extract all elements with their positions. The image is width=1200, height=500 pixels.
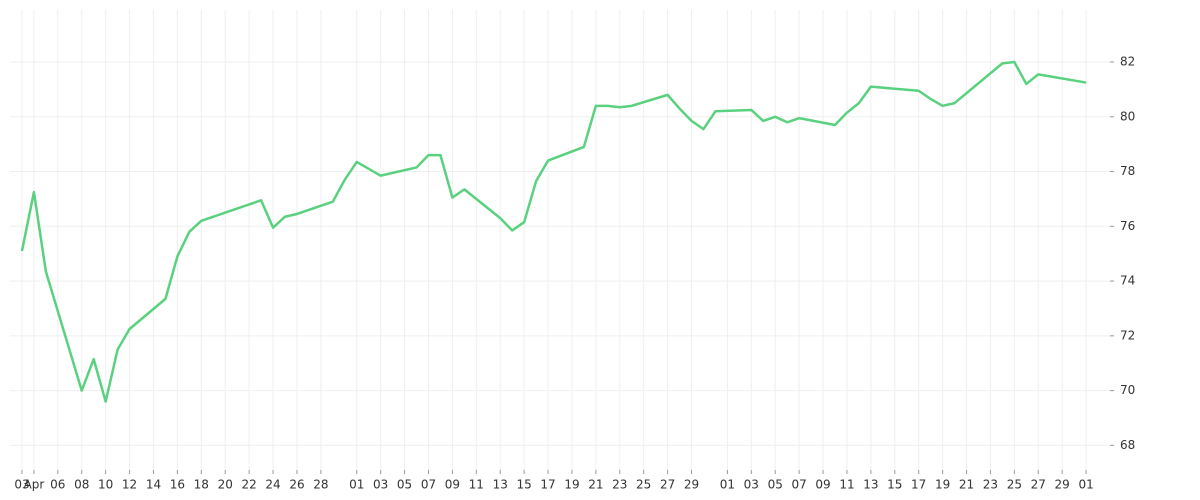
x-tick-label: Apr <box>24 478 45 492</box>
x-tick-label: 27 <box>660 478 675 492</box>
x-tick-label: 07 <box>791 478 806 492</box>
x-tick-label: 13 <box>863 478 878 492</box>
x-tick-label: 06 <box>50 478 65 492</box>
x-tick-label: 12 <box>122 478 137 492</box>
x-tick-label: 28 <box>313 478 328 492</box>
x-tick-label: 09 <box>445 478 460 492</box>
y-tick-label: 76 <box>1120 219 1135 233</box>
y-tick-label: 78 <box>1120 164 1135 178</box>
x-tick-label: 26 <box>289 478 304 492</box>
x-tick-label: 10 <box>98 478 113 492</box>
x-tick-label: 27 <box>1031 478 1046 492</box>
x-tick-label: 19 <box>564 478 579 492</box>
y-tick-label: 68 <box>1120 438 1135 452</box>
x-tick-label: 05 <box>397 478 412 492</box>
x-tick-label: 21 <box>588 478 603 492</box>
x-tick-label: 22 <box>241 478 256 492</box>
x-tick-label: 13 <box>493 478 508 492</box>
x-tick-label: 17 <box>911 478 926 492</box>
x-tick-label: 17 <box>540 478 555 492</box>
x-tick-label: 29 <box>684 478 699 492</box>
x-tick-label: 24 <box>265 478 280 492</box>
x-tick-label: 07 <box>421 478 436 492</box>
x-tick-label: 15 <box>887 478 902 492</box>
x-tick-label: 18 <box>194 478 209 492</box>
y-tick-label: 70 <box>1120 383 1135 397</box>
x-tick-label: 01 <box>720 478 735 492</box>
x-tick-label: 29 <box>1055 478 1070 492</box>
x-tick-label: 08 <box>74 478 89 492</box>
x-tick-label: 03 <box>744 478 759 492</box>
x-tick-label: 25 <box>1007 478 1022 492</box>
x-tick-label: 03 <box>373 478 388 492</box>
y-tick-label: 72 <box>1120 328 1135 342</box>
x-tick-label: 03 <box>14 478 29 492</box>
x-tick-label: 16 <box>170 478 185 492</box>
x-tick-label: 11 <box>839 478 854 492</box>
y-tick-label: 82 <box>1120 55 1135 69</box>
price-line <box>20 60 1087 403</box>
x-tick-label: 25 <box>636 478 651 492</box>
x-tick-label: 01 <box>1078 478 1093 492</box>
x-tick-label: 05 <box>768 478 783 492</box>
x-tick-label: 01 <box>349 478 364 492</box>
x-tick-label: 15 <box>516 478 531 492</box>
x-tick-label: 19 <box>935 478 950 492</box>
x-tick-label: 14 <box>146 478 161 492</box>
x-tick-label: 21 <box>959 478 974 492</box>
x-tick-label: 23 <box>983 478 998 492</box>
x-tick-label: 23 <box>612 478 627 492</box>
x-tick-label: 09 <box>815 478 830 492</box>
y-tick-label: 74 <box>1120 274 1135 288</box>
x-tick-label: 11 <box>469 478 484 492</box>
y-tick-label: 80 <box>1120 109 1135 123</box>
x-tick-label: 20 <box>218 478 233 492</box>
